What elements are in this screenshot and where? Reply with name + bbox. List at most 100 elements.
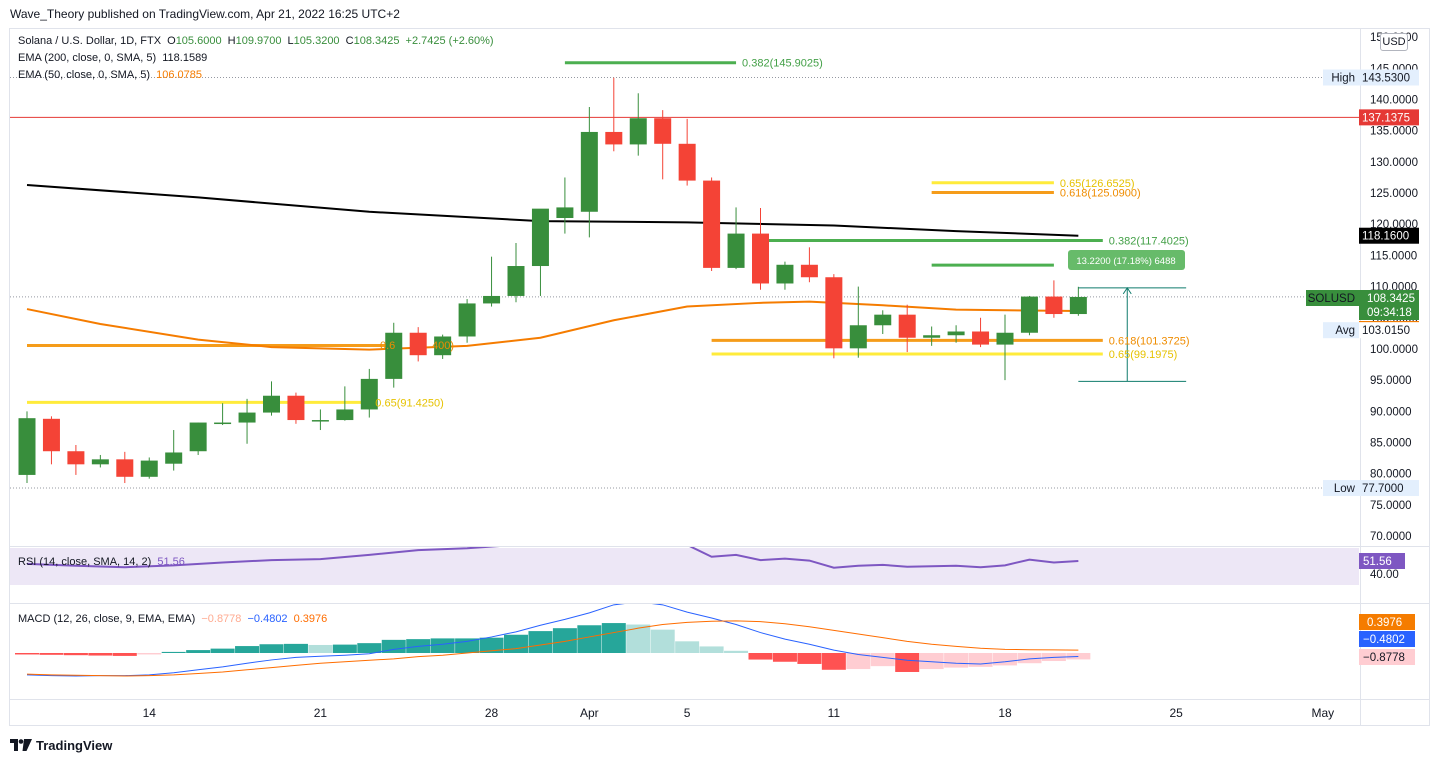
main-pane (10, 61, 1359, 489)
time-tick: 28 (485, 706, 499, 720)
fib-label-5: 0.65(99.1975) (1109, 349, 1178, 361)
price-tick: 95.0000 (1370, 375, 1412, 387)
tradingview-footer[interactable]: TradingView (10, 736, 112, 754)
macd-hist-bar (186, 650, 211, 653)
price-tick: 100.0000 (1370, 344, 1418, 356)
macd-hist-bar (528, 631, 553, 653)
candle-up (189, 422, 207, 452)
red-line-tag: 137.1375 (1362, 112, 1410, 124)
ema50-value: 106.0785 (156, 69, 203, 81)
macd-hist-bar (699, 646, 724, 653)
time-tick: 18 (998, 706, 1012, 720)
candle-up (311, 420, 329, 422)
candle-down (1045, 296, 1063, 315)
macd-pane (15, 604, 1091, 677)
countdown-tag: 09:34:18 (1367, 307, 1412, 319)
time-tick: 14 (143, 706, 157, 720)
rsi-band (10, 548, 1359, 585)
high-tag-value-bg (1359, 69, 1419, 86)
symbol-legend: Solana / U.S. Dollar, 1D, FTX O105.6000 … (18, 35, 497, 47)
macd-hist-bar (430, 638, 455, 653)
macd-hist-bar (283, 643, 308, 653)
macd-hist-bar (724, 650, 749, 653)
macd-hist-bar (601, 623, 626, 653)
fib-label-left-partial: 0.6 (380, 340, 395, 352)
high-tag-value: 143.5300 (1362, 73, 1410, 85)
fib-label-0: 0.382(145.9025) (742, 58, 823, 70)
currency-button[interactable]: USD (1380, 33, 1408, 51)
tradingview-brand: TradingView (36, 737, 113, 753)
macd-hist-bar (504, 634, 528, 653)
price-tick: 80.0000 (1370, 469, 1412, 481)
avg-tag-value: 103.0150 (1362, 325, 1410, 337)
publisher-info: Wave_Theory published on TradingView.com… (10, 7, 400, 21)
price-tick: 135.0000 (1370, 126, 1418, 138)
publisher-bar: Wave_Theory published on TradingView.com… (0, 0, 1439, 30)
rsi-line (26, 547, 1079, 569)
macd-hist-bar (968, 653, 993, 667)
macd-hist-bar (235, 646, 260, 653)
macd-hist-bar (1017, 653, 1042, 664)
time-tick: 25 (1169, 706, 1183, 720)
candle-down (605, 131, 623, 145)
macd-hist-bar (137, 653, 162, 655)
price-tick: 125.0000 (1370, 188, 1418, 200)
low-tag-value: 77.7000 (1362, 483, 1404, 495)
macd-line-tag-bg (1359, 631, 1415, 647)
rsi-label: RSI (14, close, SMA, 14, 2) (18, 556, 152, 568)
current-price-tag-bg (1359, 290, 1419, 320)
ema50-legend: EMA (50, close, 0, SMA, 5) 106.0785 (18, 69, 205, 81)
macd-hist-bar (39, 653, 64, 655)
price-tick: 140.0000 (1370, 95, 1418, 107)
price-tick: 115.0000 (1370, 250, 1417, 262)
avg-tag-label-bg (1323, 322, 1359, 339)
macd-hist-bar (332, 644, 357, 653)
ema50-line (26, 300, 1079, 351)
symbol-name: Solana / U.S. Dollar, 1D, FTX (18, 35, 162, 47)
fib-label-left-tail: 400) (432, 340, 454, 352)
low-value: 105.3200 (293, 35, 340, 47)
candle-up (1020, 296, 1038, 333)
price-tick: 90.0000 (1370, 406, 1412, 418)
candle-down (42, 418, 60, 452)
chart-frame (9, 28, 1430, 726)
ema200-tag: 118.1600 (1362, 231, 1409, 243)
close-value: 108.3425 (353, 35, 400, 47)
macd-hist-bar (626, 624, 651, 653)
macd-hist-bar (993, 653, 1017, 666)
candle-up (140, 460, 158, 477)
high-label: H (227, 35, 236, 47)
change-value: +2.7425 (+2.60%) (405, 35, 494, 47)
ema200-value: 118.1589 (162, 52, 208, 64)
macd-hist-bar (944, 653, 969, 668)
price-tick: 75.0000 (1370, 500, 1412, 512)
candle-up (458, 303, 476, 337)
candle-up (776, 264, 794, 284)
candle-up (923, 335, 941, 338)
macd-hist-bar (88, 653, 113, 656)
candle-down (898, 314, 916, 338)
rsi-tag: 51.56 (1363, 556, 1392, 568)
macd-hist-bar (821, 653, 846, 670)
candle-down (654, 118, 672, 144)
low-label: L (287, 35, 294, 47)
ema200-tag-bg (1359, 227, 1419, 244)
tradingview-logo-icon (10, 739, 32, 751)
rsi-tick: 40.00 (1370, 569, 1399, 581)
candle-up (238, 412, 256, 423)
candle-up (165, 452, 183, 464)
macd-hist-bar (308, 644, 333, 653)
candle-down (800, 264, 818, 278)
rsi-legend: RSI (14, close, SMA, 14, 2) 51.56 (18, 556, 188, 568)
candle-up (434, 336, 452, 356)
macd-hist-bar (259, 644, 284, 653)
macd-hist-bar (381, 639, 406, 653)
symbol-tag: SOLUSD (1308, 293, 1355, 305)
candle-down (116, 459, 134, 477)
candle-down (825, 277, 843, 349)
low-tag-label-bg (1323, 480, 1359, 497)
candle-down (678, 143, 696, 181)
macd-hist-bar (112, 653, 137, 656)
high-value: 109.9700 (235, 35, 282, 47)
